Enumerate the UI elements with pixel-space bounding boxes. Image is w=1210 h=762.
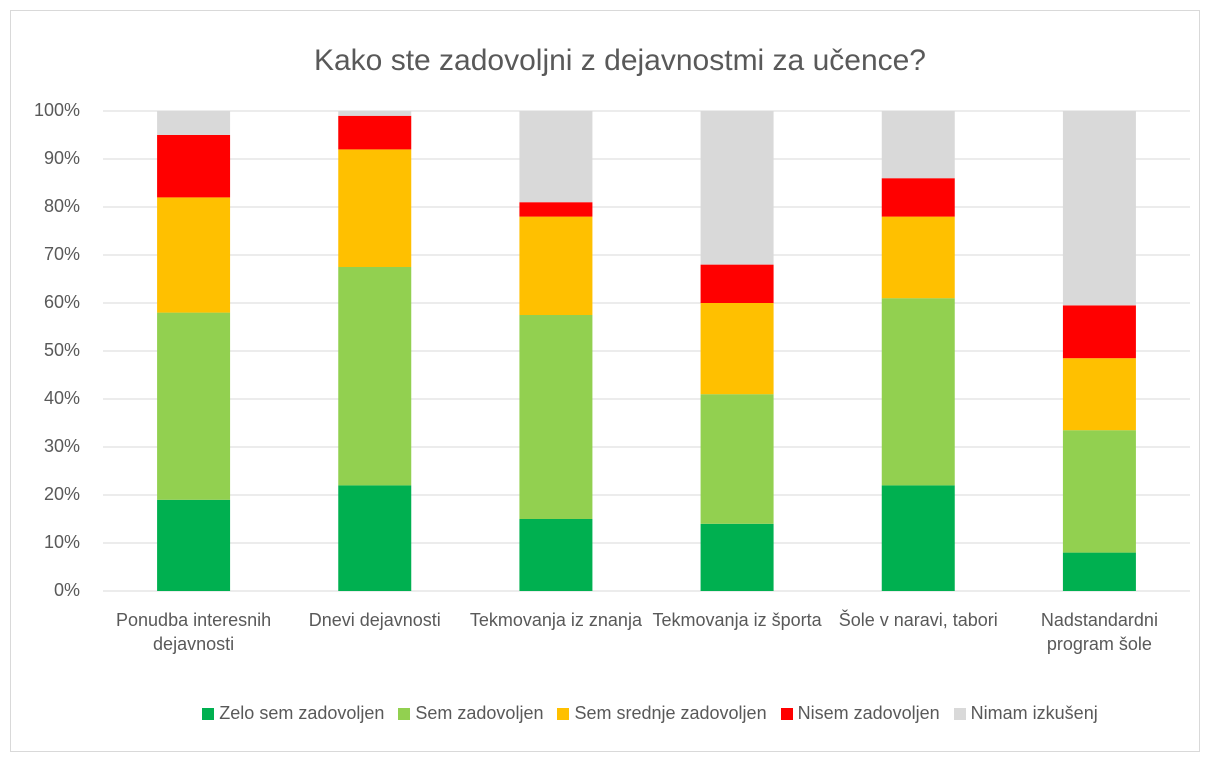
bar-segment [1062, 552, 1136, 591]
bar-segment [157, 312, 231, 500]
bar-segment [157, 135, 231, 198]
bar-segment [700, 111, 774, 265]
legend-item: Nisem zadovoljen [780, 703, 940, 724]
legend-label: Nisem zadovoljen [797, 703, 940, 723]
x-tick-label: Dnevi dejavnosti [308, 610, 441, 630]
bar-segment [338, 115, 412, 150]
bar-segment [519, 216, 593, 315]
y-tick-label: 80% [44, 196, 80, 216]
bar-segment [881, 298, 955, 486]
x-tick-label: Nadstandardni program šole [1040, 610, 1158, 654]
x-tick-label: Ponudba interesnih dejavnosti [116, 610, 272, 654]
legend-swatch [557, 707, 570, 720]
bar-segment [157, 499, 231, 591]
y-tick-label: 70% [44, 244, 80, 264]
bar-segment [700, 394, 774, 524]
legend-item: Sem zadovoljen [398, 703, 543, 724]
bar-segment [338, 111, 412, 116]
bar-segment [157, 111, 231, 135]
bar-segment [700, 523, 774, 591]
bar-segment [700, 303, 774, 395]
bar-segment [881, 485, 955, 591]
x-tick-label: Tekmovanja iz športa [652, 610, 822, 630]
chart-title: Kako ste zadovoljni z dejavnostmi za uče… [314, 44, 926, 77]
bar-segment [1062, 358, 1136, 431]
bar-segment [157, 197, 231, 313]
bar-segment [881, 216, 955, 299]
bar-segment [519, 519, 593, 591]
bar-segment [519, 202, 593, 217]
bar-segment [1062, 305, 1136, 359]
bar-segment [1062, 430, 1136, 553]
bar-segment [338, 485, 412, 591]
legend-swatch [398, 707, 411, 720]
legend: Zelo sem zadovoljen Sem zadovoljen Sem sre… [110, 703, 1190, 724]
legend-label: Zelo sem zadovoljen [219, 703, 385, 723]
y-tick-label: 20% [44, 484, 80, 504]
bar-segment [519, 315, 593, 519]
legend-item: Sem srednje zadovoljen [557, 703, 767, 724]
y-tick-label: 0% [54, 580, 80, 600]
legend-item: Nimam izkušenj [953, 703, 1098, 724]
legend-label: Nimam izkušenj [970, 703, 1098, 723]
bar-segment [519, 111, 593, 203]
y-tick-label: 40% [44, 388, 80, 408]
y-tick-label: 60% [44, 292, 80, 312]
y-tick-label: 10% [44, 532, 80, 552]
legend-swatch [780, 707, 793, 720]
legend-swatch [202, 707, 215, 720]
legend-label: Sem srednje zadovoljen [574, 703, 767, 723]
bar-segment [881, 178, 955, 217]
bar-segment [881, 111, 955, 179]
bar-segment [338, 149, 412, 267]
bar-segment [1062, 111, 1136, 306]
y-tick-label: 100% [34, 100, 80, 120]
y-tick-label: 30% [44, 436, 80, 456]
legend-label: Sem zadovoljen [415, 703, 544, 723]
y-tick-label: 90% [44, 148, 80, 168]
bar-segment [338, 267, 412, 486]
x-tick-label: Šole v naravi, tabori [838, 610, 998, 630]
bar-segment [700, 264, 774, 303]
legend-swatch [953, 707, 966, 720]
x-tick-label: Tekmovanja iz znanja [469, 610, 642, 630]
y-tick-label: 50% [44, 340, 80, 360]
legend-item: Zelo sem zadovoljen [202, 703, 384, 724]
